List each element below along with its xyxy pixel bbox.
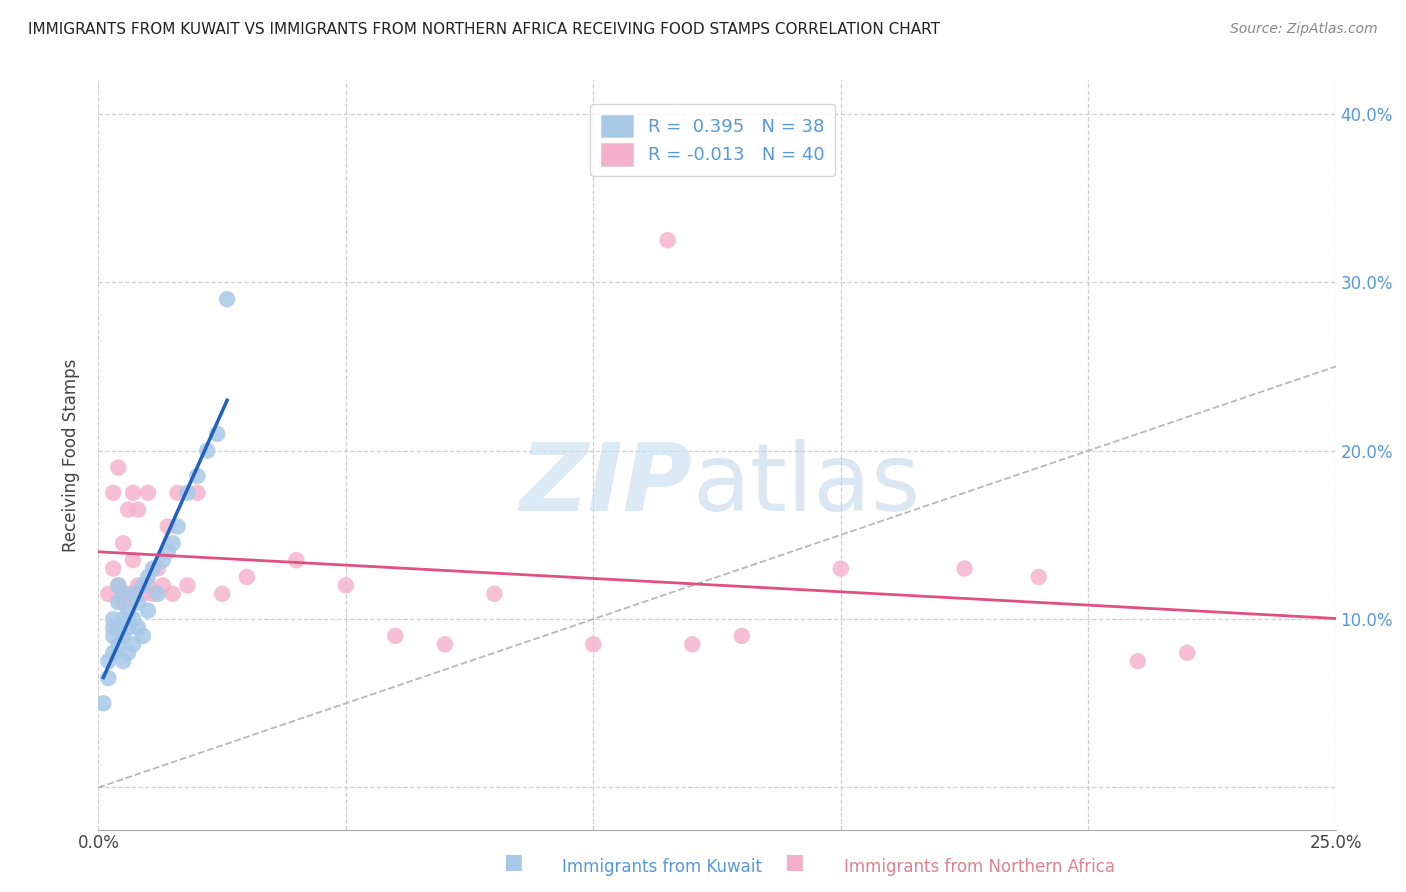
Point (97, 654, 120, 668)
Point (731, 629, 754, 643)
Point (132, 629, 155, 643)
Point (152, 578, 174, 592)
Point (142, 561, 165, 575)
Point (107, 578, 129, 592)
Point (103, 629, 125, 643)
Point (166, 519, 188, 533)
Point (433, 637, 456, 651)
Point (166, 485, 188, 500)
Point (107, 578, 129, 592)
Point (136, 570, 159, 584)
Text: ZIP: ZIP (519, 439, 692, 531)
Point (162, 536, 184, 550)
Point (217, 292, 239, 306)
Point (112, 587, 135, 601)
Point (484, 587, 506, 601)
Point (117, 502, 139, 516)
Point (236, 570, 259, 584)
Point (122, 612, 145, 626)
Text: ■: ■ (785, 853, 804, 872)
Point (97, 671, 120, 685)
Point (107, 595, 129, 609)
Point (103, 620, 125, 634)
Point (93, 696, 115, 710)
Point (107, 460, 129, 475)
Point (117, 587, 139, 601)
Point (122, 637, 145, 651)
Point (132, 587, 155, 601)
Point (1028, 570, 1050, 584)
Point (186, 469, 208, 483)
Point (103, 485, 125, 500)
Point (112, 654, 135, 668)
Point (335, 578, 357, 592)
Point (103, 646, 125, 660)
Point (112, 595, 135, 609)
Point (1175, 646, 1198, 660)
Point (156, 519, 179, 533)
Point (127, 578, 149, 592)
Point (162, 587, 184, 601)
Legend: R =  0.395   N = 38, R = -0.013   N = 40: R = 0.395 N = 38, R = -0.013 N = 40 (591, 104, 835, 177)
Point (384, 629, 406, 643)
Point (112, 629, 135, 643)
Point (103, 561, 125, 575)
Point (195, 443, 218, 458)
Point (122, 553, 145, 567)
Point (107, 637, 129, 651)
Point (176, 578, 198, 592)
Y-axis label: Receiving Food Stamps: Receiving Food Stamps (62, 359, 80, 551)
Point (186, 485, 208, 500)
Point (953, 561, 976, 575)
Text: ■: ■ (503, 853, 523, 872)
Point (152, 553, 174, 567)
Point (107, 620, 129, 634)
Point (136, 604, 159, 618)
Point (205, 426, 228, 441)
Text: Immigrants from Northern Africa: Immigrants from Northern Africa (844, 858, 1115, 876)
Point (127, 502, 149, 516)
Point (127, 595, 149, 609)
Point (117, 604, 139, 618)
Point (136, 578, 159, 592)
Point (830, 561, 852, 575)
Point (97, 587, 120, 601)
Point (122, 485, 145, 500)
Point (122, 587, 145, 601)
Point (582, 637, 605, 651)
Point (156, 545, 179, 559)
Point (146, 561, 169, 575)
Point (136, 485, 159, 500)
Text: Source: ZipAtlas.com: Source: ZipAtlas.com (1230, 22, 1378, 37)
Point (176, 485, 198, 500)
Text: atlas: atlas (692, 439, 921, 531)
Point (1126, 654, 1149, 668)
Point (211, 587, 233, 601)
Point (112, 536, 135, 550)
Point (127, 620, 149, 634)
Text: IMMIGRANTS FROM KUWAIT VS IMMIGRANTS FROM NORTHERN AFRICA RECEIVING FOOD STAMPS : IMMIGRANTS FROM KUWAIT VS IMMIGRANTS FRO… (28, 22, 941, 37)
Point (132, 578, 155, 592)
Point (285, 553, 308, 567)
Point (681, 637, 703, 651)
Text: Immigrants from Kuwait: Immigrants from Kuwait (562, 858, 762, 876)
Point (117, 620, 139, 634)
Point (142, 587, 165, 601)
Point (117, 646, 139, 660)
Point (103, 612, 125, 626)
Point (657, 233, 679, 247)
Point (112, 612, 135, 626)
Point (146, 587, 169, 601)
